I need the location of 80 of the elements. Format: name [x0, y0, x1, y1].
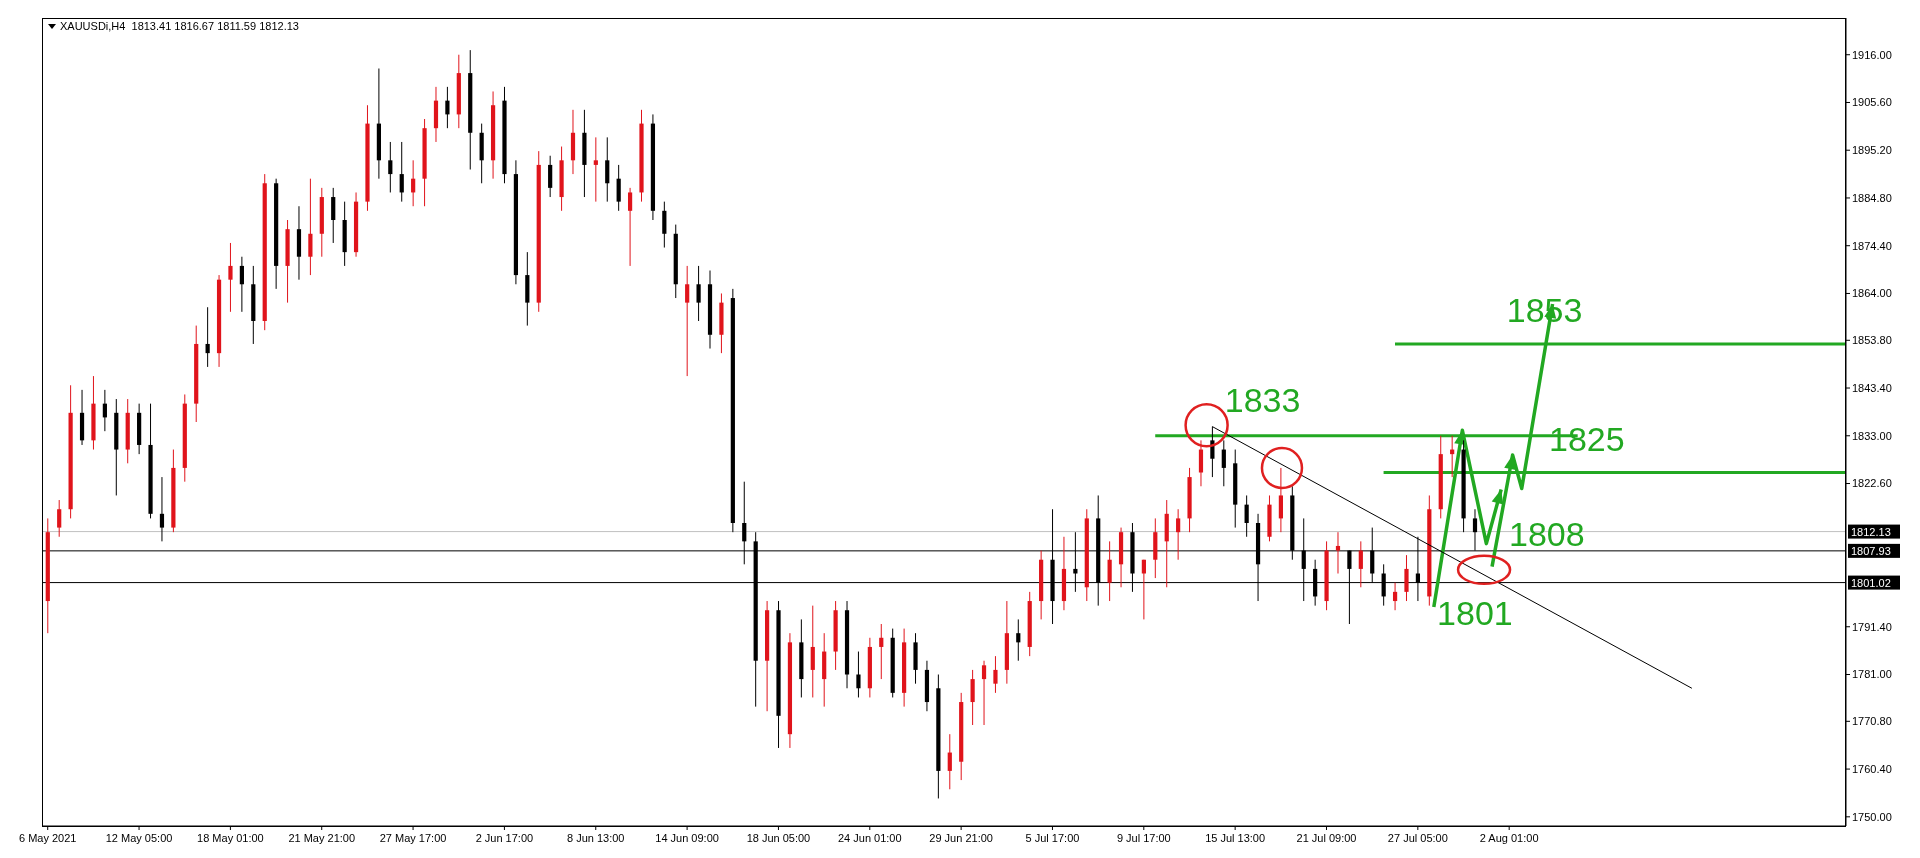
candlestick — [1107, 540, 1112, 602]
x-tick-label: 2 Aug 01:00 — [1479, 832, 1539, 844]
x-tick-label: 8 Jun 13:00 — [567, 832, 625, 844]
y-tick-label: 1770.80 — [1852, 715, 1892, 728]
y-tick-label: 1750.00 — [1852, 810, 1892, 823]
x-tick-label: 27 Jul 05:00 — [1387, 832, 1448, 844]
candlestick — [548, 155, 553, 198]
candlestick — [981, 660, 987, 726]
candlestick — [696, 265, 701, 322]
candlestick — [1141, 559, 1146, 620]
candlestick — [388, 141, 393, 193]
x-tick-label: 6 May 2021 — [18, 832, 77, 844]
x-tick-label: 24 Jun 01:00 — [837, 832, 902, 844]
y-tick-label: 1791.40 — [1852, 620, 1892, 633]
candlestick — [331, 187, 336, 244]
candlestick — [879, 623, 884, 680]
candlestick — [1278, 467, 1283, 533]
candlestick — [1392, 582, 1398, 611]
candlestick — [810, 605, 815, 698]
y-tick-label: 1864.00 — [1852, 287, 1892, 300]
x-tick-label: 9 Jul 17:00 — [1116, 832, 1171, 844]
candlestick — [1016, 618, 1021, 662]
y-tick-label: 1822.60 — [1852, 477, 1892, 490]
x-tick-label: 18 Jun 05:00 — [746, 832, 811, 844]
candlestick — [399, 141, 404, 203]
candlestick — [228, 242, 233, 313]
x-tick-label: 15 Jul 13:00 — [1205, 832, 1266, 844]
x-tick-label: 21 Jul 09:00 — [1296, 832, 1357, 844]
candlestick — [239, 256, 244, 313]
x-tick-label: 27 May 17:00 — [379, 832, 447, 844]
ref-line-label: 1833 — [1224, 380, 1301, 419]
y-tick-label: 1843.40 — [1852, 381, 1892, 394]
annotation: 1801 — [1437, 594, 1513, 633]
candlestick — [662, 201, 667, 249]
annotation: 1808 — [1509, 515, 1585, 554]
candlestick — [1198, 439, 1204, 487]
candlestick — [593, 136, 598, 203]
y-tick-label: 1884.80 — [1852, 191, 1892, 204]
y-tick-label: 1874.40 — [1852, 239, 1892, 252]
candlestick — [1358, 540, 1363, 588]
x-tick-label: 18 May 01:00 — [197, 832, 264, 844]
candlestick — [605, 136, 610, 203]
y-tick-label: 1895.20 — [1852, 144, 1892, 157]
ref-line-label: 1807.93 — [1851, 544, 1891, 557]
x-tick-label: 29 Jun 21:00 — [929, 832, 993, 844]
chart-title: XAUUSDi,H4 1813.41 1816.67 1811.59 1812.13 — [60, 20, 299, 32]
y-tick-label: 1833.00 — [1852, 429, 1892, 442]
candlestick — [102, 389, 107, 432]
candlestick — [411, 159, 416, 207]
candlestick — [616, 164, 621, 212]
candlestick — [947, 733, 952, 790]
candlestick — [57, 499, 62, 538]
ref-line-label: 1801.02 — [1851, 576, 1891, 589]
x-tick-label: 5 Jul 17:00 — [1025, 832, 1080, 844]
y-tick-label: 1905.60 — [1852, 96, 1892, 109]
y-tick-label: 1853.80 — [1852, 334, 1892, 347]
candlestick — [627, 187, 633, 267]
legend-label: 1825 — [1549, 420, 1625, 459]
candlestick — [308, 178, 313, 276]
x-tick-label: 2 Jun 17:00 — [475, 832, 534, 844]
x-tick-label: 12 May 05:00 — [105, 832, 173, 844]
x-tick-label: 14 Jun 09:00 — [655, 832, 719, 844]
ref-line-label: 1853 — [1506, 290, 1583, 329]
candlestick — [856, 651, 861, 698]
candlestick — [685, 265, 690, 377]
candlestick — [205, 306, 210, 368]
candlestick — [1404, 554, 1409, 602]
y-tick-label: 1760.40 — [1852, 762, 1892, 775]
candlestick — [1335, 531, 1341, 574]
candlestick — [159, 476, 165, 542]
candlestick — [993, 655, 998, 694]
candlestick — [970, 669, 975, 726]
y-tick-label: 1781.00 — [1852, 668, 1892, 681]
candlestick — [1244, 494, 1249, 538]
ref-line-label: 1812.13 — [1851, 525, 1891, 538]
candlestick — [445, 86, 450, 129]
candlestick — [1176, 508, 1181, 561]
y-tick-label: 1916.00 — [1852, 48, 1892, 61]
candlestick — [1221, 439, 1226, 487]
x-tick-label: 21 May 21:00 — [288, 832, 356, 844]
